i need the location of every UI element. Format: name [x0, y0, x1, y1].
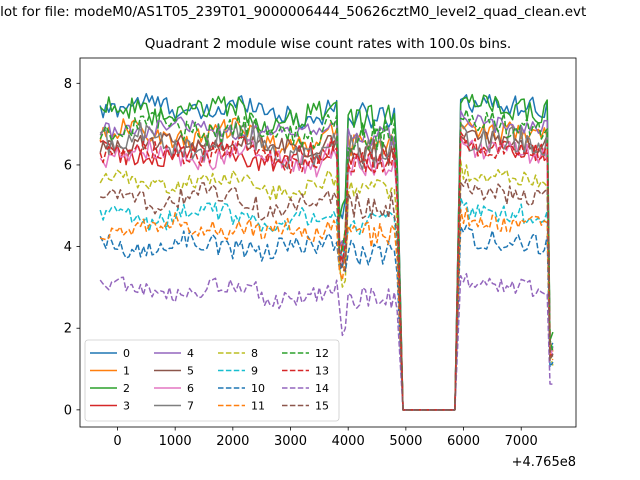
series-line-15	[100, 178, 554, 411]
y-tick-label: 0	[64, 403, 72, 418]
series-line-12	[99, 108, 554, 411]
legend-label-0: 0	[123, 347, 130, 360]
series-line-9	[99, 196, 554, 411]
x-offset-label: +4.765e8	[512, 455, 576, 470]
legend-frame	[84, 339, 340, 422]
legend-label-9: 9	[251, 365, 258, 378]
legend-label-13: 13	[315, 365, 329, 378]
series-line-6	[99, 136, 554, 411]
legend-label-8: 8	[251, 347, 258, 360]
x-tick-label: 6000	[447, 434, 480, 449]
legend-label-10: 10	[251, 382, 265, 395]
x-tick-label: 7000	[505, 434, 538, 449]
x-tick-label: 5000	[389, 434, 422, 449]
legend-label-4: 4	[187, 347, 194, 360]
legend-label-15: 15	[315, 400, 329, 413]
y-tick-label: 2	[64, 322, 72, 337]
chart-title: Quadrant 2 module wise count rates with …	[144, 36, 512, 52]
x-tick-label: 0	[113, 434, 121, 449]
y-tick-label: 8	[64, 77, 72, 92]
axes-frame	[79, 57, 577, 428]
x-tick-label: 4000	[332, 434, 365, 449]
legend-label-5: 5	[187, 365, 194, 378]
x-tick-label: 1000	[159, 434, 192, 449]
legend-label-1: 1	[123, 365, 130, 378]
series-line-14	[99, 272, 553, 411]
figure-suptitle: Plot for file: modeM0/AS1T05_239T01_9000…	[0, 4, 587, 20]
series-line-8	[99, 160, 554, 411]
series-line-13	[99, 131, 553, 411]
x-tick-label: 2000	[216, 434, 249, 449]
legend-label-3: 3	[123, 400, 130, 413]
legend-label-12: 12	[315, 347, 329, 360]
y-tick-label: 6	[64, 158, 72, 173]
series-line-2	[99, 93, 554, 411]
x-tick-label: 3000	[274, 434, 307, 449]
legend-label-11: 11	[251, 400, 265, 413]
legend-label-7: 7	[187, 400, 194, 413]
legend-label-14: 14	[315, 382, 329, 395]
y-tick-label: 4	[64, 240, 72, 255]
legend-label-6: 6	[187, 382, 194, 395]
series-line-4	[99, 110, 554, 411]
series-line-11	[100, 207, 554, 411]
series-line-7	[99, 121, 554, 411]
plot-area	[99, 92, 554, 411]
legend-label-2: 2	[123, 382, 130, 395]
